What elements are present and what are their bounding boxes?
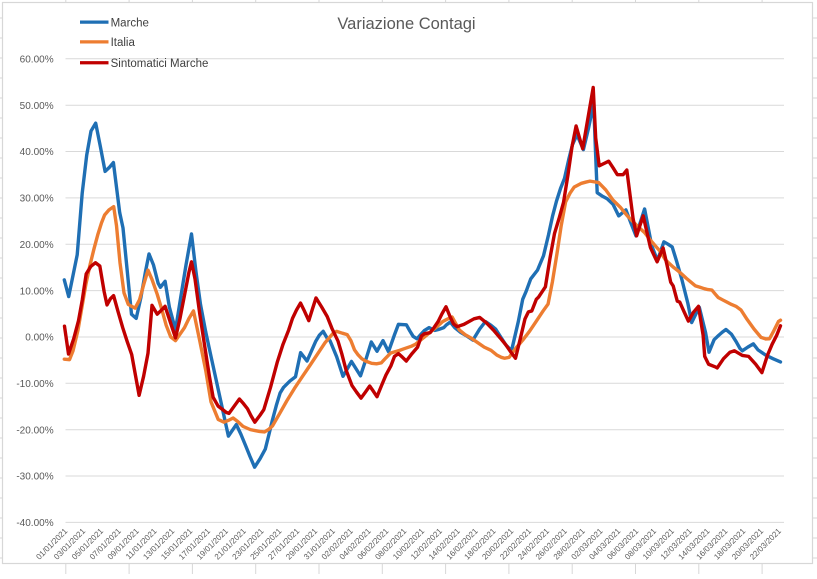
svg-text:-10.00%: -10.00%: [16, 379, 53, 390]
svg-text:-30.00%: -30.00%: [16, 472, 53, 483]
svg-text:Variazione Contagi: Variazione Contagi: [337, 15, 475, 33]
svg-text:0.00%: 0.00%: [25, 333, 53, 344]
svg-text:Italia: Italia: [111, 37, 136, 49]
svg-text:20.00%: 20.00%: [20, 240, 54, 251]
svg-text:30.00%: 30.00%: [20, 194, 54, 205]
svg-text:50.00%: 50.00%: [20, 101, 54, 112]
svg-text:40.00%: 40.00%: [20, 147, 54, 158]
svg-text:Sintomatici Marche: Sintomatici Marche: [111, 58, 209, 70]
svg-text:10.00%: 10.00%: [20, 286, 54, 297]
svg-text:60.00%: 60.00%: [20, 55, 54, 66]
svg-text:Marche: Marche: [111, 17, 149, 29]
svg-text:-20.00%: -20.00%: [16, 425, 53, 436]
svg-text:-40.00%: -40.00%: [16, 518, 53, 529]
